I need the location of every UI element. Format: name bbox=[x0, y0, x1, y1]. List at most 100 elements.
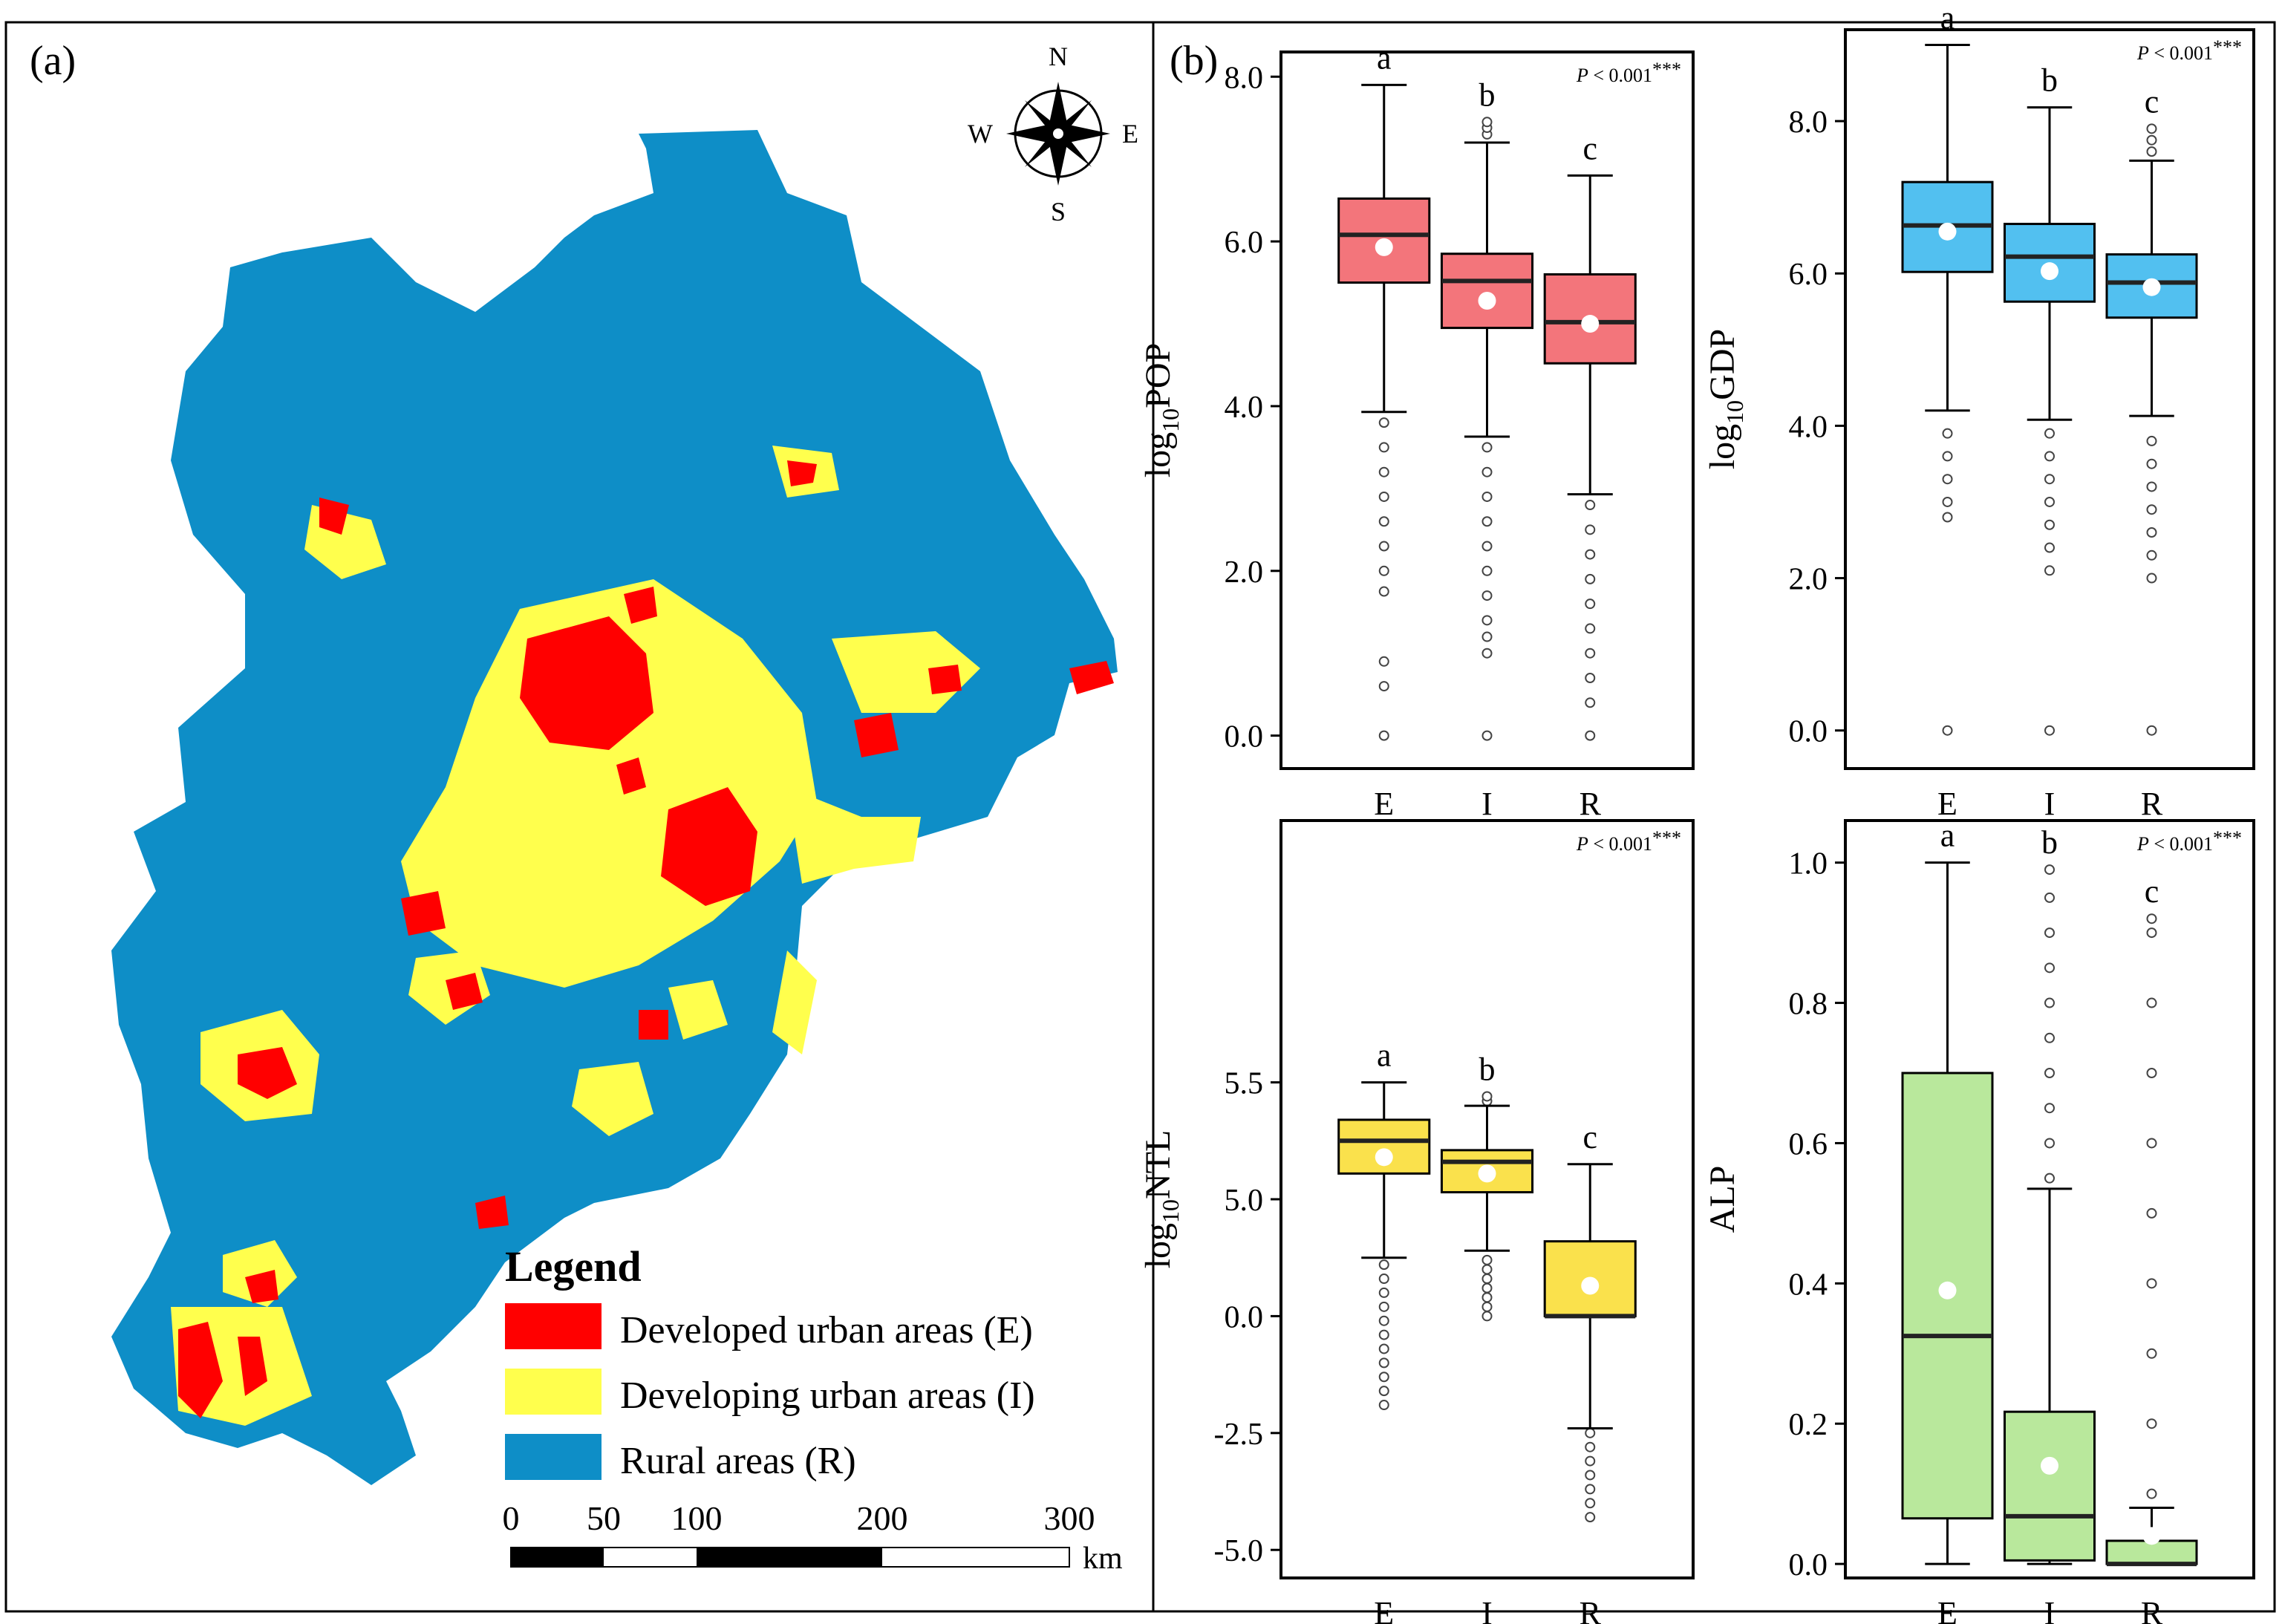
outlier-point bbox=[1378, 442, 1389, 453]
significance-letter: b bbox=[2041, 824, 2058, 861]
developed-areas bbox=[178, 460, 1114, 1418]
outlier-point bbox=[1481, 1292, 1493, 1303]
outlier-point bbox=[2044, 927, 2055, 939]
mean-point bbox=[1375, 1148, 1393, 1167]
plot-frame bbox=[1279, 50, 1695, 770]
x-tick-label: E bbox=[1374, 1595, 1394, 1624]
p-value-label: P < 0.001*** bbox=[2136, 827, 2242, 855]
outlier-point bbox=[1481, 730, 1493, 741]
outlier-point bbox=[2146, 997, 2157, 1008]
y-tick-label: -2.5 bbox=[1214, 1418, 1264, 1452]
y-tick-label: 0.6 bbox=[1789, 1127, 1828, 1161]
y-tick-label: 0.0 bbox=[1789, 715, 1828, 749]
compass-w: W bbox=[968, 119, 993, 149]
mean-point bbox=[1581, 1276, 1600, 1295]
outlier-point bbox=[1585, 573, 1596, 584]
mean-point bbox=[1478, 291, 1496, 310]
outlier-point bbox=[1585, 500, 1596, 511]
outlier-point bbox=[2044, 962, 2055, 974]
compass-icon bbox=[1006, 82, 1110, 186]
y-tick-label: 6.0 bbox=[1225, 226, 1264, 260]
outlier-point bbox=[2146, 504, 2157, 515]
legend-label-rural: Rural areas (R) bbox=[620, 1440, 856, 1482]
outlier-point bbox=[1585, 1512, 1596, 1523]
iqr-box bbox=[2004, 1410, 2096, 1562]
outlier-point bbox=[2146, 1348, 2157, 1359]
significance-letter: c bbox=[2145, 83, 2159, 120]
mean-point bbox=[2142, 1527, 2161, 1545]
outlier-point bbox=[1481, 1264, 1493, 1275]
box-I: b bbox=[2004, 824, 2096, 1565]
outlier-point bbox=[1378, 1386, 1389, 1397]
outlier-point bbox=[2146, 1278, 2157, 1289]
scale-unit: km bbox=[1083, 1542, 1123, 1576]
significance-letter: c bbox=[1582, 130, 1597, 166]
outlier-point bbox=[1378, 730, 1389, 741]
map-legend: Legend Developed urban areas (E) Develop… bbox=[505, 1242, 1035, 1482]
significance-letter: a bbox=[1940, 0, 1955, 36]
outlier-point bbox=[2044, 542, 2055, 553]
x-tick-label: I bbox=[1481, 1595, 1493, 1624]
figure-frame bbox=[4, 21, 2276, 1613]
compass-n: N bbox=[1049, 42, 1068, 71]
outlier-point bbox=[1378, 466, 1389, 477]
outlier-point bbox=[1378, 1301, 1389, 1312]
y-tick-label: 8.0 bbox=[1789, 105, 1828, 140]
significance-letter: b bbox=[1479, 1051, 1496, 1087]
outlier-point bbox=[2146, 1207, 2157, 1219]
outlier-point bbox=[1481, 615, 1493, 626]
outlier-point bbox=[1378, 565, 1389, 576]
outlier-point bbox=[1481, 1311, 1493, 1322]
outlier-point bbox=[1378, 586, 1389, 597]
box-I: b bbox=[2004, 62, 2096, 736]
x-tick-label: R bbox=[2141, 1595, 2163, 1624]
x-tick-label: E bbox=[1374, 786, 1394, 822]
box-E: a bbox=[1337, 1037, 1431, 1411]
outlier-point bbox=[1942, 474, 1953, 485]
compass-e: E bbox=[1122, 119, 1138, 149]
scale-tick-100: 100 bbox=[671, 1499, 723, 1537]
box-E: a bbox=[1337, 39, 1431, 741]
outlier-point bbox=[1585, 1484, 1596, 1495]
outlier-point bbox=[2044, 451, 2055, 462]
plot-frame bbox=[1844, 28, 2255, 770]
outlier-point bbox=[1585, 623, 1596, 634]
outlier-point bbox=[2146, 435, 2157, 446]
box-E: a bbox=[1901, 818, 1994, 1565]
outlier-point bbox=[2146, 927, 2157, 939]
outlier-point bbox=[1585, 697, 1596, 708]
outlier-point bbox=[1481, 1301, 1493, 1312]
significance-letter: a bbox=[1940, 818, 1955, 854]
outlier-point bbox=[2044, 428, 2055, 439]
outlier-point bbox=[2146, 123, 2157, 134]
outlier-point bbox=[1378, 1315, 1389, 1326]
significance-letter: a bbox=[1377, 39, 1392, 76]
significance-letter: b bbox=[2041, 62, 2058, 99]
outlier-point bbox=[1481, 516, 1493, 527]
outlier-point bbox=[1585, 1441, 1596, 1452]
outlier-point bbox=[2044, 1068, 2055, 1078]
significance-letter: c bbox=[2145, 873, 2159, 910]
mean-point bbox=[1581, 315, 1600, 333]
outlier-point bbox=[2146, 134, 2157, 146]
y-tick-label: 2.0 bbox=[1789, 563, 1828, 597]
legend-swatch-developing bbox=[505, 1369, 602, 1415]
scale-tick-50: 50 bbox=[587, 1499, 621, 1537]
y-tick-label: 6.0 bbox=[1789, 258, 1828, 292]
x-tick-label: I bbox=[2044, 786, 2056, 822]
scale-bar: 0 50 100 200 300 km bbox=[503, 1499, 1124, 1576]
y-tick-label: 0.4 bbox=[1789, 1268, 1828, 1302]
outlier-point bbox=[1481, 442, 1493, 453]
outlier-point bbox=[2044, 997, 2055, 1008]
mean-point bbox=[1938, 222, 1957, 241]
scale-tick-200: 200 bbox=[857, 1499, 908, 1537]
compass-s: S bbox=[1051, 197, 1066, 226]
outlier-point bbox=[1481, 648, 1493, 659]
y-tick-label: 4.0 bbox=[1225, 391, 1264, 425]
outlier-point bbox=[1378, 516, 1389, 527]
outlier-point bbox=[2146, 481, 2157, 492]
outlier-point bbox=[2146, 1068, 2157, 1078]
outlier-point bbox=[1481, 1254, 1493, 1265]
significance-letter: b bbox=[1479, 76, 1496, 113]
